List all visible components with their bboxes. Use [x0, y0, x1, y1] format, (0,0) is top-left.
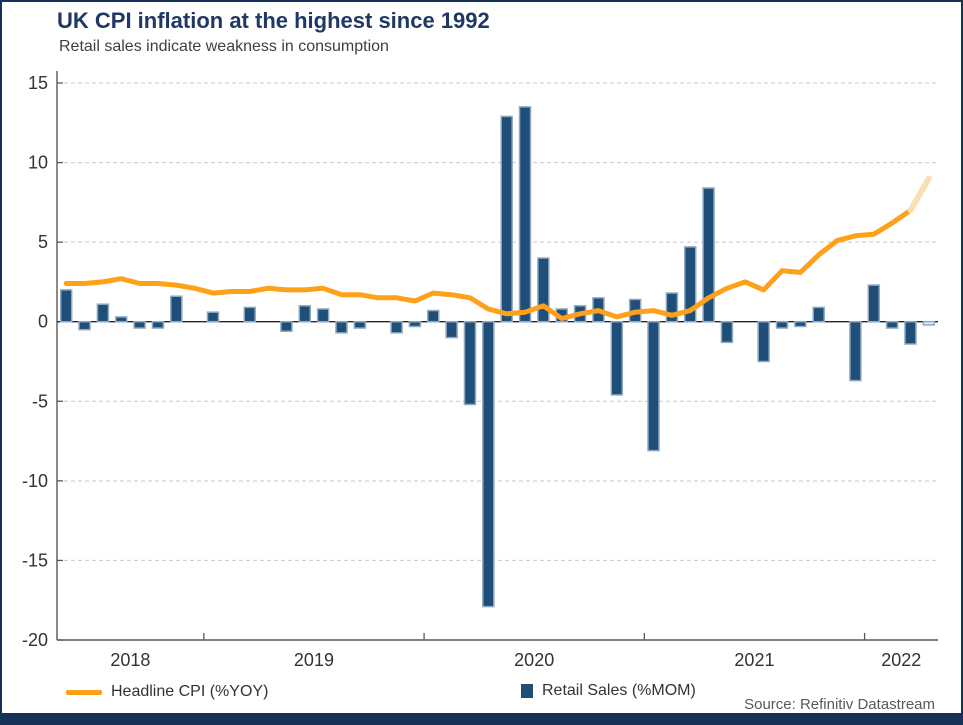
retail-sales-bar [683, 246, 697, 323]
retail-sales-bar [114, 316, 128, 323]
retail-sales-bar [867, 284, 881, 323]
x-axis-year-label: 2021 [734, 650, 774, 670]
retail-sales-bar [537, 257, 550, 323]
retail-sales-bar [720, 320, 734, 344]
y-axis-tick-label: 0 [38, 312, 48, 332]
legend-label-cpi: Headline CPI (%YOY) [111, 683, 269, 700]
retail-sales-bar [206, 311, 220, 323]
retail-sales-bar [390, 320, 403, 334]
cpi-line-forecast-segment [907, 175, 932, 214]
retail-sales-bar [78, 320, 91, 331]
retail-bar-swatch-icon [521, 684, 533, 698]
cpi-line [63, 207, 913, 321]
y-axis-tick-label: -10 [22, 471, 48, 491]
retail-sales-bar [757, 320, 770, 363]
cpi-line-swatch-icon [66, 689, 102, 695]
retail-sales-bar [280, 320, 293, 333]
retail-sales-bar [133, 320, 146, 329]
legend-label-retail: Retail Sales (%MOM) [542, 682, 696, 699]
retail-sales-bar [353, 320, 367, 329]
retail-sales-bar [335, 320, 348, 334]
retail-sales-bar [647, 320, 660, 452]
y-axis-tick-label: 15 [28, 73, 48, 93]
y-axis-tick-label: -15 [22, 550, 48, 570]
retail-sales-bar [243, 306, 256, 323]
retail-sales-bar [298, 305, 312, 323]
retail-sales-bar [794, 320, 807, 328]
retail-sales-bar [775, 320, 789, 329]
retail-sales-bar-forecast [922, 320, 936, 326]
retail-sales-bar [885, 320, 899, 329]
y-axis-tick-label: -5 [32, 391, 48, 411]
legend-item-headline-cpi: Headline CPI (%YOY) [66, 683, 268, 701]
retail-sales-bar [702, 187, 715, 323]
retail-sales-bar [408, 320, 422, 328]
x-axis-year-label: 2018 [110, 650, 150, 670]
source-attribution: Source: Refinitiv Datastream [744, 696, 935, 713]
retail-sales-bar [665, 292, 679, 323]
y-axis-tick-label: -20 [22, 630, 48, 650]
chart-subtitle: Retail sales indicate weakness in consum… [59, 38, 389, 55]
retail-sales-bar [96, 303, 110, 323]
x-axis-year-label: 2020 [514, 650, 554, 670]
bottom-brand-bar [2, 713, 961, 723]
retail-sales-bar [59, 289, 73, 323]
y-axis-tick-label: 10 [28, 153, 48, 173]
x-axis-year-label: 2019 [294, 650, 334, 670]
retail-sales-bar [445, 320, 458, 339]
x-axis-year-label: 2022 [881, 650, 921, 670]
legend-item-retail-sales: Retail Sales (%MOM) [521, 682, 696, 700]
retail-sales-bar [463, 320, 477, 406]
retail-sales-bar [849, 320, 862, 382]
retail-sales-bar [904, 320, 917, 345]
retail-sales-bar [610, 320, 624, 396]
retail-sales-bar [170, 295, 183, 323]
y-axis-tick-label: 5 [38, 232, 48, 252]
retail-sales-bar [518, 106, 532, 323]
retail-sales-bar [316, 308, 330, 323]
retail-sales-bar [427, 309, 440, 323]
retail-sales-bar [500, 115, 513, 323]
retail-sales-bar [812, 306, 825, 323]
chart-title: UK CPI inflation at the highest since 19… [57, 8, 490, 33]
retail-sales-bar [482, 320, 495, 608]
retail-sales-bar [151, 320, 165, 329]
